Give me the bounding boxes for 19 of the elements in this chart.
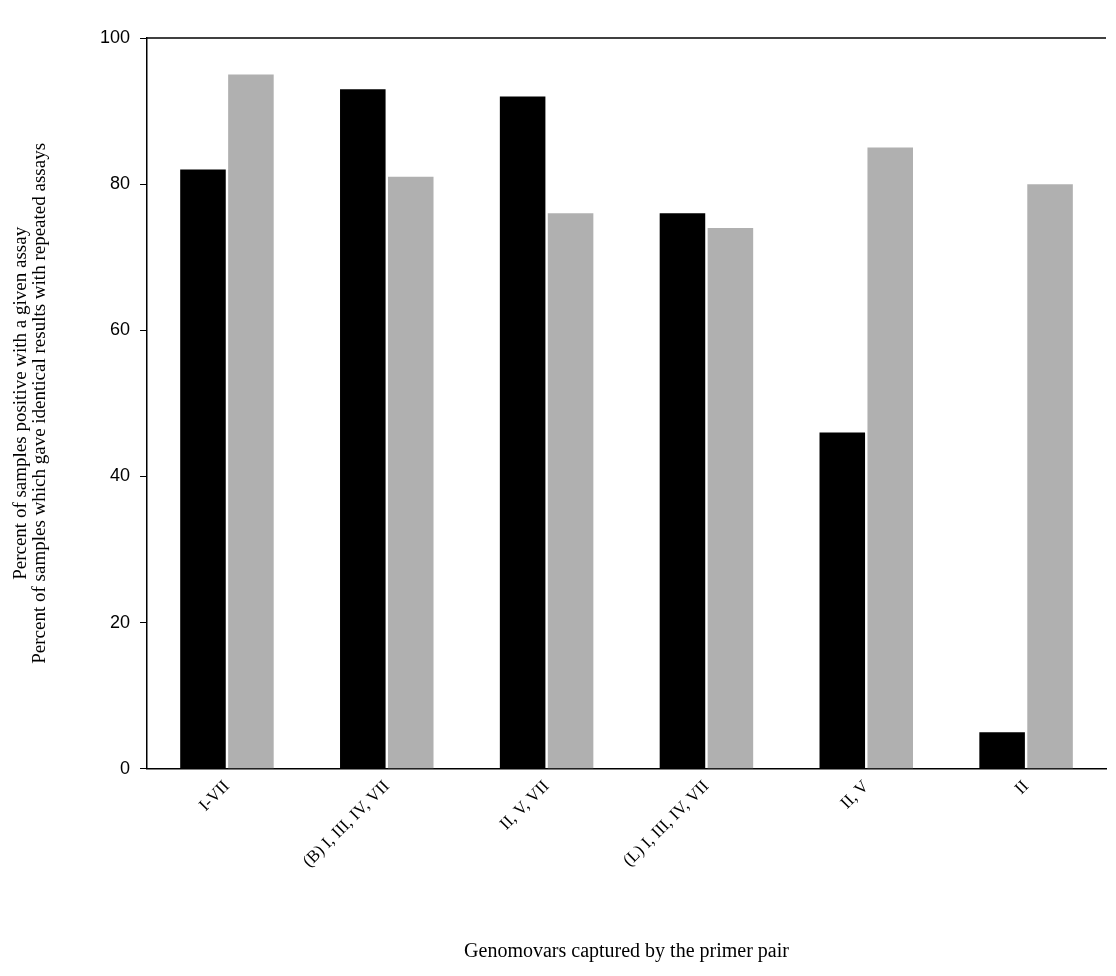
bar	[228, 74, 274, 769]
y-tick-label: 20	[110, 611, 131, 632]
y-tick-label: 100	[99, 26, 131, 47]
bar	[867, 147, 914, 769]
bar	[1027, 184, 1073, 769]
y-axis-title: Percent of samples positive with a given assay Percent of samples which gave identical results with repeated assays	[9, 142, 50, 664]
y-tick-label: 80	[110, 173, 131, 194]
bar	[707, 227, 754, 769]
x-tick-label: (L) I, III, IV, VII	[618, 776, 713, 870]
x-tick-label: (B) I, III, IV, VII	[298, 776, 393, 871]
y-tick-label: 40	[110, 465, 131, 486]
x-tick-label: II	[1010, 776, 1033, 798]
x-tick-label: II, V, VII	[495, 776, 553, 834]
bar	[387, 176, 434, 769]
y-tick-label: 60	[110, 319, 131, 340]
x-tick-label: II, V	[836, 775, 873, 813]
bar	[547, 213, 594, 769]
x-axis-title: Genomovars captured by the primer pair	[464, 939, 790, 963]
y-tick-label: 0	[120, 757, 131, 778]
